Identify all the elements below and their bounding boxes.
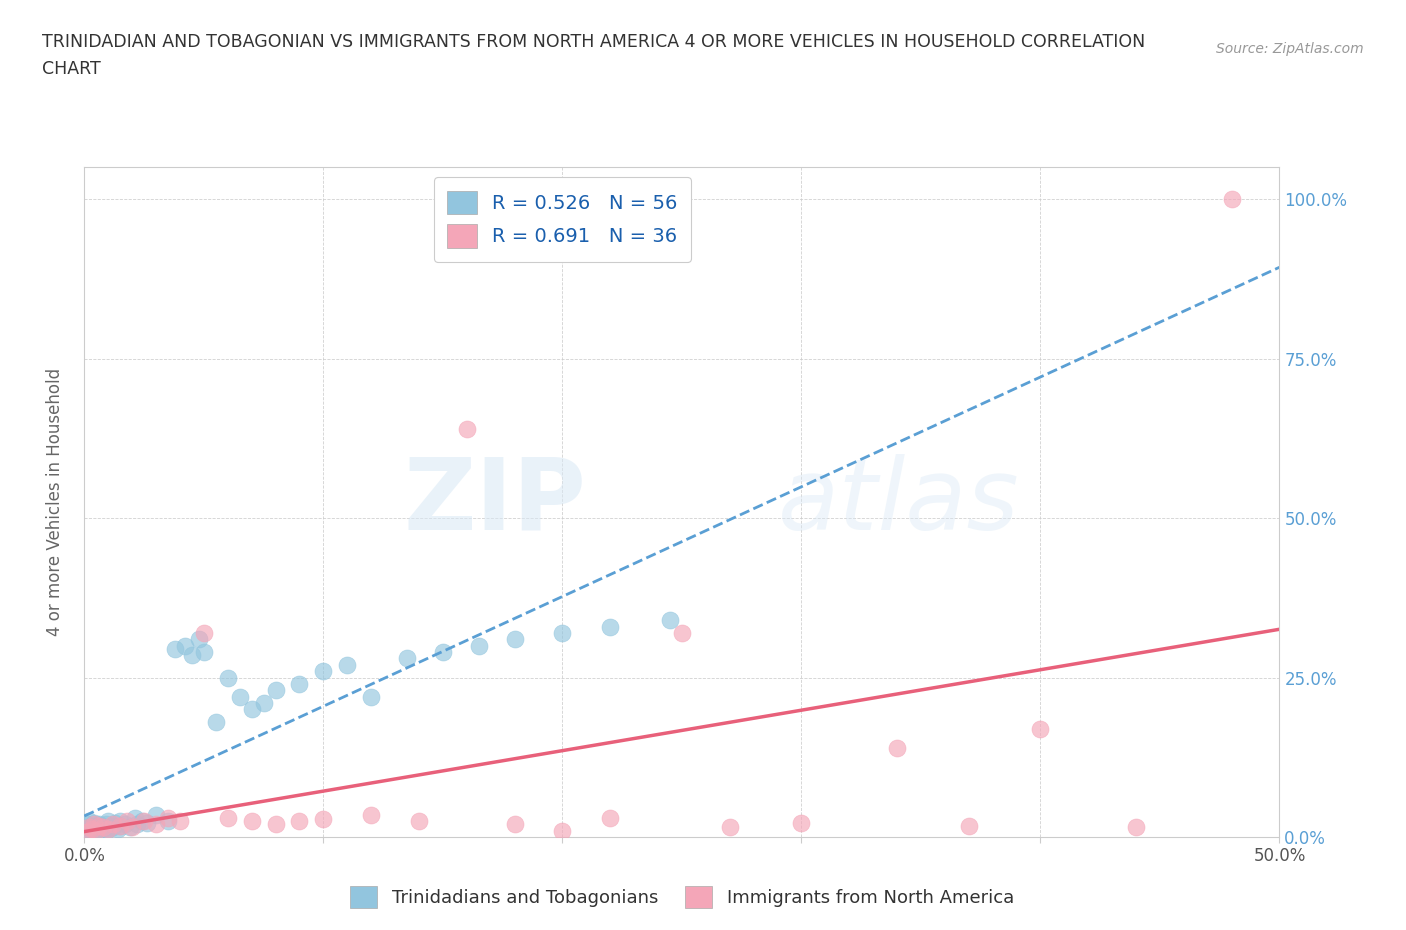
Text: Source: ZipAtlas.com: Source: ZipAtlas.com bbox=[1216, 42, 1364, 56]
Point bbox=[503, 631, 526, 646]
Point bbox=[456, 421, 478, 436]
Point bbox=[1125, 820, 1147, 835]
Point bbox=[432, 644, 454, 659]
Point bbox=[97, 822, 120, 837]
Point bbox=[76, 825, 98, 840]
Point bbox=[90, 823, 112, 838]
Point bbox=[80, 822, 103, 837]
Text: atlas: atlas bbox=[778, 454, 1019, 551]
Point bbox=[110, 818, 132, 833]
Point bbox=[77, 820, 100, 835]
Text: CHART: CHART bbox=[42, 60, 101, 78]
Point bbox=[360, 689, 382, 704]
Point bbox=[107, 822, 129, 837]
Point bbox=[264, 683, 287, 698]
Point bbox=[121, 820, 143, 835]
Point bbox=[193, 644, 215, 659]
Point bbox=[97, 822, 120, 837]
Point bbox=[217, 671, 239, 685]
Point bbox=[336, 658, 359, 672]
Point bbox=[671, 626, 693, 641]
Point bbox=[157, 814, 180, 829]
Point bbox=[90, 818, 112, 833]
Point bbox=[80, 818, 103, 833]
Point bbox=[86, 825, 108, 840]
Point bbox=[110, 818, 132, 833]
Point bbox=[94, 823, 117, 838]
Point bbox=[253, 696, 276, 711]
Point bbox=[77, 820, 100, 835]
Legend: Trinidadians and Tobagonians, Immigrants from North America: Trinidadians and Tobagonians, Immigrants… bbox=[343, 879, 1021, 915]
Point bbox=[240, 814, 263, 829]
Point bbox=[93, 825, 115, 840]
Point bbox=[76, 823, 98, 838]
Point bbox=[312, 812, 335, 827]
Point bbox=[145, 807, 167, 822]
Text: TRINIDADIAN AND TOBAGONIAN VS IMMIGRANTS FROM NORTH AMERICA 4 OR MORE VEHICLES I: TRINIDADIAN AND TOBAGONIAN VS IMMIGRANTS… bbox=[42, 33, 1146, 50]
Point bbox=[83, 822, 105, 837]
Point bbox=[957, 818, 980, 833]
Point bbox=[288, 814, 311, 829]
Point bbox=[145, 817, 167, 831]
Point bbox=[240, 702, 263, 717]
Point bbox=[658, 613, 681, 628]
Point bbox=[886, 740, 908, 755]
Point bbox=[93, 820, 115, 835]
Point bbox=[114, 817, 136, 831]
Point bbox=[87, 822, 110, 837]
Point bbox=[117, 814, 139, 829]
Point bbox=[228, 689, 252, 704]
Point bbox=[132, 814, 156, 829]
Point bbox=[173, 638, 195, 653]
Point bbox=[180, 648, 202, 663]
Point bbox=[110, 814, 132, 829]
Point bbox=[93, 820, 115, 835]
Point bbox=[467, 638, 491, 653]
Point bbox=[312, 664, 335, 679]
Point bbox=[131, 814, 153, 829]
Point bbox=[101, 817, 124, 831]
Point bbox=[165, 642, 187, 657]
Point bbox=[718, 820, 741, 835]
Point bbox=[551, 823, 574, 838]
Point bbox=[80, 823, 103, 838]
Point bbox=[86, 823, 108, 838]
Point bbox=[396, 651, 419, 666]
Point bbox=[193, 626, 215, 641]
Point bbox=[169, 814, 191, 829]
Point bbox=[503, 817, 526, 831]
Point bbox=[97, 814, 120, 829]
Point bbox=[360, 807, 382, 822]
Point bbox=[157, 810, 180, 825]
Point bbox=[100, 818, 122, 833]
Point bbox=[101, 820, 124, 835]
Point bbox=[188, 631, 211, 646]
Point bbox=[599, 810, 621, 825]
Text: ZIP: ZIP bbox=[404, 454, 586, 551]
Point bbox=[1220, 192, 1243, 206]
Point bbox=[264, 817, 287, 831]
Point bbox=[83, 816, 105, 830]
Point bbox=[599, 619, 621, 634]
Point bbox=[77, 814, 100, 829]
Point bbox=[86, 819, 108, 834]
Point bbox=[288, 676, 311, 691]
Point bbox=[76, 817, 98, 831]
Point bbox=[125, 817, 148, 831]
Point bbox=[135, 816, 157, 830]
Point bbox=[408, 814, 430, 829]
Point bbox=[104, 816, 127, 830]
Point bbox=[94, 817, 117, 831]
Point bbox=[790, 816, 813, 830]
Y-axis label: 4 or more Vehicles in Household: 4 or more Vehicles in Household bbox=[45, 368, 63, 636]
Point bbox=[118, 820, 141, 835]
Point bbox=[87, 817, 110, 831]
Point bbox=[87, 818, 110, 833]
Point bbox=[83, 817, 105, 831]
Point bbox=[205, 715, 228, 730]
Point bbox=[551, 626, 574, 641]
Point bbox=[124, 810, 146, 825]
Point bbox=[1029, 721, 1052, 736]
Point bbox=[217, 810, 239, 825]
